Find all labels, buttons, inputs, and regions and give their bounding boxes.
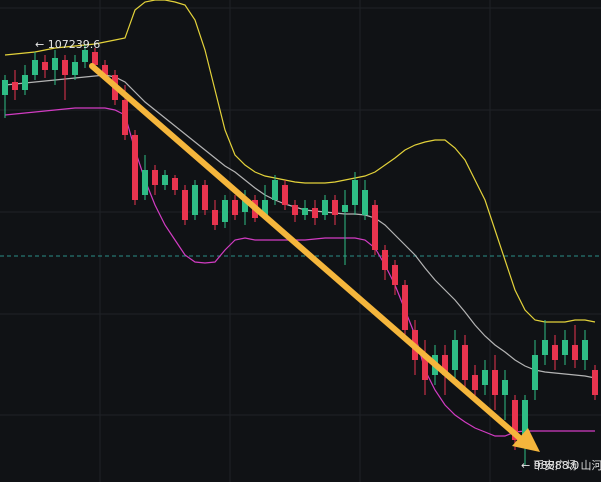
watermark: 币安广场 山河	[533, 458, 601, 472]
candle-body	[322, 200, 328, 215]
candle-body	[212, 210, 218, 225]
candle-body	[372, 205, 378, 250]
candle-body	[512, 400, 518, 440]
candle-body	[402, 285, 408, 330]
candle-body	[302, 208, 308, 215]
candle-body	[532, 355, 538, 390]
candle-body	[352, 180, 358, 205]
low-label: ← 98888.0	[521, 459, 579, 472]
high-label: ← 107239.6	[35, 38, 100, 51]
candle-body	[242, 200, 248, 212]
candle-body	[422, 355, 428, 380]
candle-body	[342, 205, 348, 212]
candle-body	[52, 58, 58, 70]
candle-body	[222, 200, 228, 222]
candle-body	[72, 62, 78, 75]
band-line	[4, 0, 596, 323]
candle-body	[452, 340, 458, 370]
candle-body	[472, 375, 478, 390]
candle-body	[12, 82, 18, 90]
candle-body	[172, 178, 178, 190]
candle-body	[262, 200, 268, 215]
candle-body	[232, 200, 238, 215]
candle-body	[292, 205, 298, 215]
candle-body	[562, 340, 568, 355]
candle-body	[92, 52, 98, 65]
candle-body	[282, 185, 288, 205]
candle-body	[332, 200, 338, 215]
trend-arrow	[89, 63, 525, 443]
candle-body	[82, 50, 88, 62]
candle-body	[522, 400, 528, 440]
candle-body	[552, 345, 558, 360]
candle-body	[572, 345, 578, 360]
band-line	[4, 107, 595, 437]
candle-body	[482, 370, 488, 385]
candle-body	[542, 340, 548, 355]
candle-body	[162, 175, 168, 185]
candle-body	[2, 80, 8, 95]
plot	[2, 0, 598, 465]
candle-body	[122, 100, 128, 135]
candle-body	[582, 340, 588, 360]
candle-body	[142, 170, 148, 195]
candle-body	[62, 60, 68, 75]
candle-body	[192, 185, 198, 215]
candle-body	[502, 380, 508, 395]
candle-body	[492, 370, 498, 395]
candle-body	[102, 65, 108, 75]
candle-body	[182, 190, 188, 220]
candle-body	[202, 185, 208, 210]
candle-body	[42, 62, 48, 70]
candle-body	[382, 250, 388, 270]
candle-body	[442, 355, 448, 375]
candle-body	[592, 370, 598, 395]
candle-body	[272, 180, 278, 200]
candle-body	[132, 135, 138, 200]
trend-arrow-head	[512, 428, 540, 452]
candle-body	[462, 345, 468, 380]
candle-body	[312, 208, 318, 218]
candle-body	[362, 190, 368, 215]
candle-body	[392, 265, 398, 285]
candle-body	[22, 75, 28, 90]
candle-body	[152, 170, 158, 185]
candle-body	[32, 60, 38, 75]
